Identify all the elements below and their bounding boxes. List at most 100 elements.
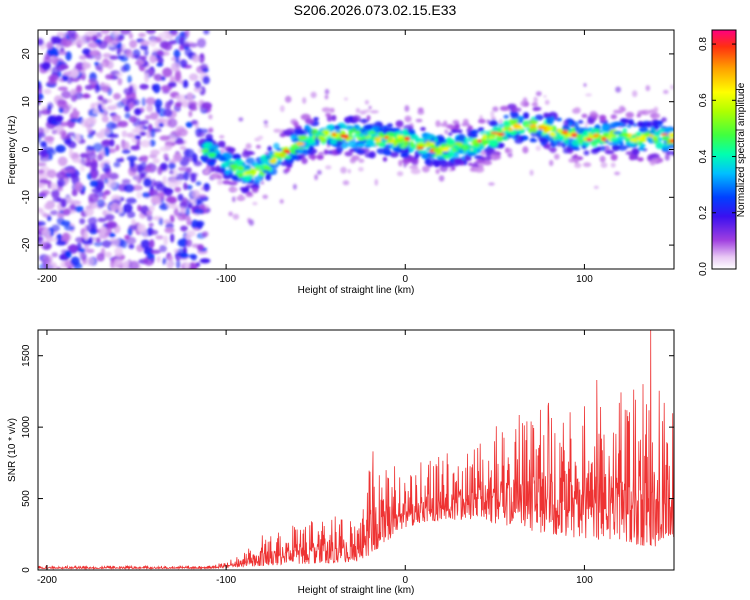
heatmap-cell <box>123 184 135 193</box>
heatmap-cell <box>81 94 91 99</box>
heatmap-cell <box>454 144 461 152</box>
heatmap-cell <box>263 120 268 125</box>
heatmap-cell <box>488 120 498 127</box>
heatmap-cell <box>43 255 53 264</box>
heatmap-cell <box>139 40 150 46</box>
heatmap-cell <box>624 137 632 142</box>
heatmap-cell <box>208 114 213 120</box>
heatmap-cell <box>347 169 351 174</box>
x-tick-label: -100 <box>216 274 236 285</box>
heatmap-cell <box>95 64 101 71</box>
heatmap-cell <box>154 98 163 108</box>
heatmap-cell <box>174 186 181 193</box>
heatmap-cell <box>217 179 223 185</box>
heatmap-cell <box>573 107 581 114</box>
heatmap-cell <box>87 41 99 49</box>
heatmap-cell <box>280 161 288 167</box>
heatmap-cell <box>503 114 509 119</box>
heatmap-cell <box>651 131 661 136</box>
heatmap-cell <box>89 201 97 210</box>
heatmap-hotspot <box>508 128 513 131</box>
heatmap-cell <box>89 49 101 57</box>
heatmap-cell <box>148 222 154 227</box>
heatmap-cell <box>90 161 99 169</box>
heatmap-cell <box>96 198 106 208</box>
heatmap-cell <box>675 143 680 150</box>
heatmap-cell <box>107 98 113 104</box>
heatmap-cell <box>149 112 159 120</box>
heatmap-cell <box>650 126 655 131</box>
heatmap-cell <box>477 119 486 124</box>
heatmap-cell <box>45 234 53 243</box>
heatmap-cell <box>530 131 540 137</box>
heatmap-cell <box>46 41 53 50</box>
heatmap-cell <box>70 118 79 123</box>
heatmap-cell <box>207 152 217 159</box>
heatmap-hotspot <box>295 142 305 146</box>
heatmap-cell <box>225 169 230 175</box>
heatmap-cell <box>204 137 214 144</box>
heatmap-cell <box>158 122 165 128</box>
heatmap-cell <box>38 151 45 156</box>
heatmap-cell <box>352 115 362 122</box>
heatmap-cell <box>179 59 188 68</box>
heatmap-cell <box>236 196 246 201</box>
heatmap-cell <box>65 51 72 61</box>
heatmap-cell <box>38 95 41 106</box>
heatmap-cell <box>358 158 365 163</box>
heatmap-cell <box>583 150 590 156</box>
heatmap-cell <box>79 164 85 172</box>
heatmap-cell <box>578 120 584 124</box>
heatmap-cell <box>581 113 588 118</box>
heatmap-cell <box>43 202 54 210</box>
heatmap-cell <box>84 207 94 217</box>
heatmap-cell <box>202 75 210 85</box>
heatmap-cell <box>99 225 107 236</box>
heatmap-cell <box>329 138 338 145</box>
heatmap-cell <box>38 132 46 138</box>
heatmap-cell <box>215 154 225 160</box>
heatmap-cell <box>297 148 303 154</box>
heatmap-cell <box>293 121 299 127</box>
heatmap-cell <box>116 55 126 60</box>
heatmap-cell <box>127 75 132 84</box>
heatmap-cell <box>186 216 192 226</box>
heatmap-cell <box>442 151 449 155</box>
heatmap-cell <box>190 254 197 261</box>
heatmap-cell <box>43 135 55 142</box>
heatmap-cell <box>57 86 68 91</box>
heatmap-cell <box>474 166 485 173</box>
snr-x-ticks: -200 -100 0 100 <box>37 330 593 586</box>
heatmap-cell <box>397 171 404 177</box>
heatmap-cell <box>38 240 47 248</box>
heatmap-cell <box>619 118 628 123</box>
heatmap-cell <box>97 132 106 140</box>
heatmap-cell <box>664 153 670 161</box>
heatmap-cell <box>176 173 185 181</box>
heatmap-cell <box>467 137 474 143</box>
heatmap-cell <box>148 205 155 212</box>
heatmap-cell <box>57 50 67 56</box>
heatmap-cell <box>188 42 198 48</box>
heatmap-cell <box>64 139 72 146</box>
heatmap-hotspot <box>540 126 549 130</box>
heatmap-cell <box>38 221 46 227</box>
heatmap-cell <box>318 151 325 155</box>
heatmap-cell <box>538 137 548 143</box>
heatmap-cell <box>104 213 115 221</box>
y-tick-label: -10 <box>21 190 32 205</box>
heatmap-cell <box>98 108 105 113</box>
heatmap-hotspot <box>322 129 330 134</box>
heatmap-cell <box>610 162 616 168</box>
heatmap-cell <box>363 109 371 113</box>
heatmap-cell <box>57 185 64 192</box>
heatmap-cell <box>120 65 127 73</box>
heatmap-cell <box>355 149 366 154</box>
snr-plot: -200 -100 0 100 0 500 1000 1500 Height of stra… <box>7 329 675 596</box>
snr-series-line <box>38 330 674 570</box>
heatmap-cell <box>622 132 629 138</box>
heatmap-cell <box>622 128 627 134</box>
heatmap-cell <box>615 86 621 93</box>
x-tick-label: 0 <box>402 575 408 586</box>
x-tick-label: -200 <box>37 274 57 285</box>
